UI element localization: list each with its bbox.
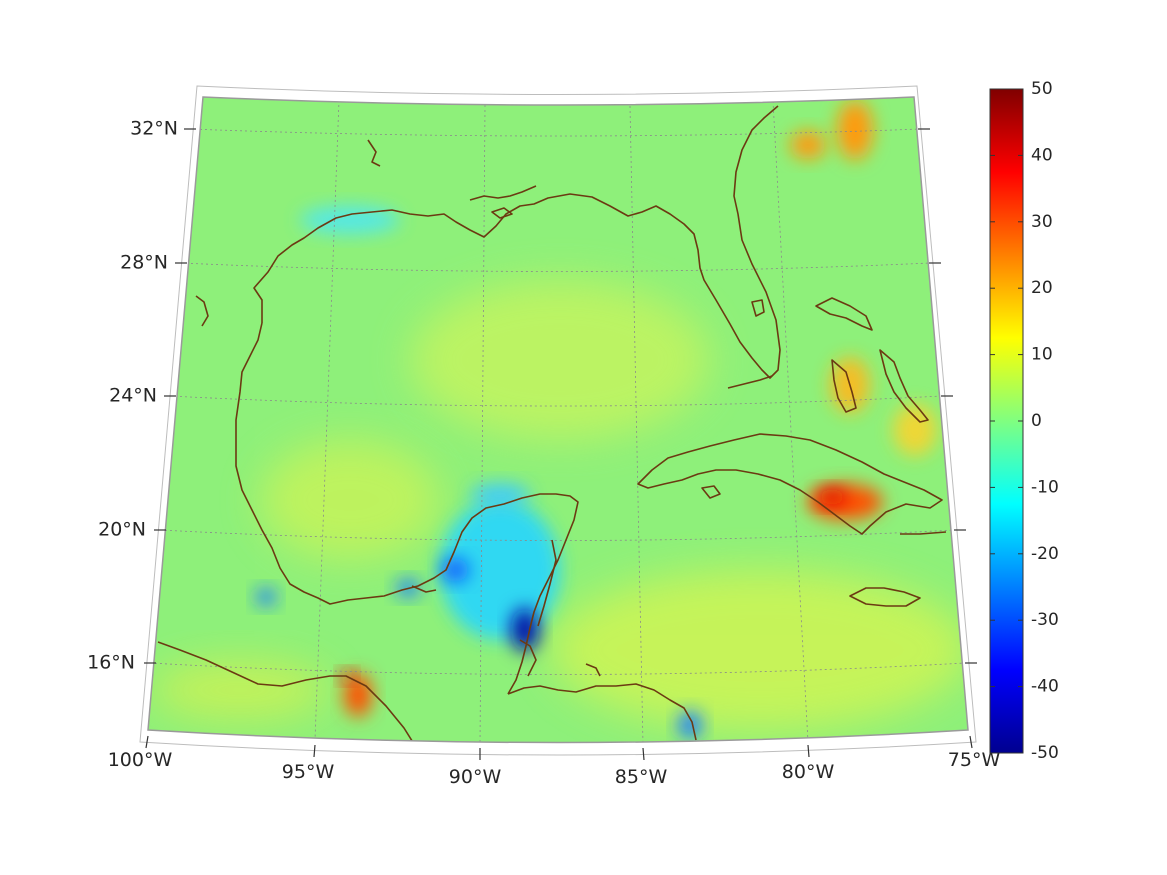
field-hot-georgia xyxy=(790,131,826,159)
colorbar-ticks xyxy=(990,88,1023,754)
bahamas-eleuthera xyxy=(879,349,929,423)
laguna-terminos xyxy=(411,585,437,593)
mexico-gulf-coast xyxy=(235,322,579,695)
colorbar-tick-label: 50 xyxy=(1031,79,1053,99)
colorbar-tick-label: 20 xyxy=(1031,278,1053,298)
colorbar-labels: 50 40 30 20 10 0 -10 -20 -30 -40 -50 xyxy=(1031,79,1059,763)
colorbar-tick-label: -30 xyxy=(1031,610,1059,630)
mexico-lagoon xyxy=(367,139,381,167)
field-warm-central-gulf xyxy=(410,280,710,440)
field-cool-louisiana xyxy=(300,206,400,234)
colorbar-tick-label: -20 xyxy=(1031,544,1059,564)
cuba xyxy=(637,433,943,535)
lat-label-20: 20°N xyxy=(98,519,146,541)
okeechobee xyxy=(751,299,765,317)
longitude-labels: 100°W 95°W 90°W 85°W 80°W 75°W xyxy=(108,749,1001,788)
field-cool-veracruz xyxy=(256,588,276,606)
lat-label-32: 32°N xyxy=(130,118,178,140)
yucatan-east-coast xyxy=(537,539,557,627)
lon-label-75: 75°W xyxy=(948,749,1001,771)
colorbar-gradient xyxy=(989,88,1024,754)
nicaragua-lakes xyxy=(585,663,601,677)
central-america-caribbean-coast xyxy=(507,683,697,741)
field-cool-yucatan xyxy=(440,500,560,640)
field-hot-tehuantepec xyxy=(344,673,372,717)
map-frame-outer xyxy=(139,85,977,756)
gulf-coast xyxy=(253,105,781,379)
lon-label-80: 80°W xyxy=(782,761,835,783)
colorbar-tick-label: 0 xyxy=(1031,411,1042,431)
mississippi-delta xyxy=(469,185,537,201)
jamaica xyxy=(849,587,921,607)
latitude-labels: 32°N 28°N 24°N 20°N 16°N xyxy=(87,118,178,674)
isla-juventud xyxy=(701,485,721,499)
field-hot-bahamas-east xyxy=(893,404,937,456)
lon-label-90: 90°W xyxy=(449,766,502,788)
hispaniola xyxy=(900,531,947,535)
colorbar-tick-label: 10 xyxy=(1031,345,1053,365)
lat-label-24: 24°N xyxy=(109,385,157,407)
field-hot-carolina xyxy=(837,100,873,160)
colorbar-tick-label: 40 xyxy=(1031,145,1053,165)
lon-label-95: 95°W xyxy=(282,761,335,783)
lon-label-100: 100°W xyxy=(108,749,173,771)
bahamas-abaco xyxy=(815,297,873,331)
field-warm-caribbean xyxy=(550,570,968,730)
lon-label-85: 85°W xyxy=(615,766,668,788)
field-hot-cuba-core xyxy=(818,488,846,506)
florida-keys xyxy=(727,375,773,389)
lat-label-28: 28°N xyxy=(120,252,168,274)
belize-cays xyxy=(519,639,537,677)
colorbar-tick-label: -40 xyxy=(1031,677,1059,697)
pacific-coast xyxy=(157,641,415,743)
field-warm-pacific xyxy=(150,660,330,720)
map-domain xyxy=(148,97,968,743)
colorbar-tick-label: 30 xyxy=(1031,212,1053,232)
lake-pontchartrain xyxy=(491,207,513,219)
field-cool-northwest-carib xyxy=(470,483,530,507)
colorbar: 50 40 30 20 10 0 -10 -20 -30 -40 -50 xyxy=(989,79,1059,763)
texas-inland xyxy=(195,295,209,327)
colorbar-tick-label: -10 xyxy=(1031,477,1059,497)
map-frame xyxy=(147,96,969,744)
bahamas-andros xyxy=(831,359,857,413)
frame-ticks xyxy=(144,128,977,761)
field-cool-belize xyxy=(511,608,539,652)
field-warm-campeche xyxy=(260,440,440,560)
colorbar-tick-label: -50 xyxy=(1031,743,1059,763)
coastlines xyxy=(157,105,947,743)
lat-label-16: 16°N xyxy=(87,652,135,674)
field-cool-honduras xyxy=(678,711,702,739)
graticule xyxy=(149,99,966,743)
